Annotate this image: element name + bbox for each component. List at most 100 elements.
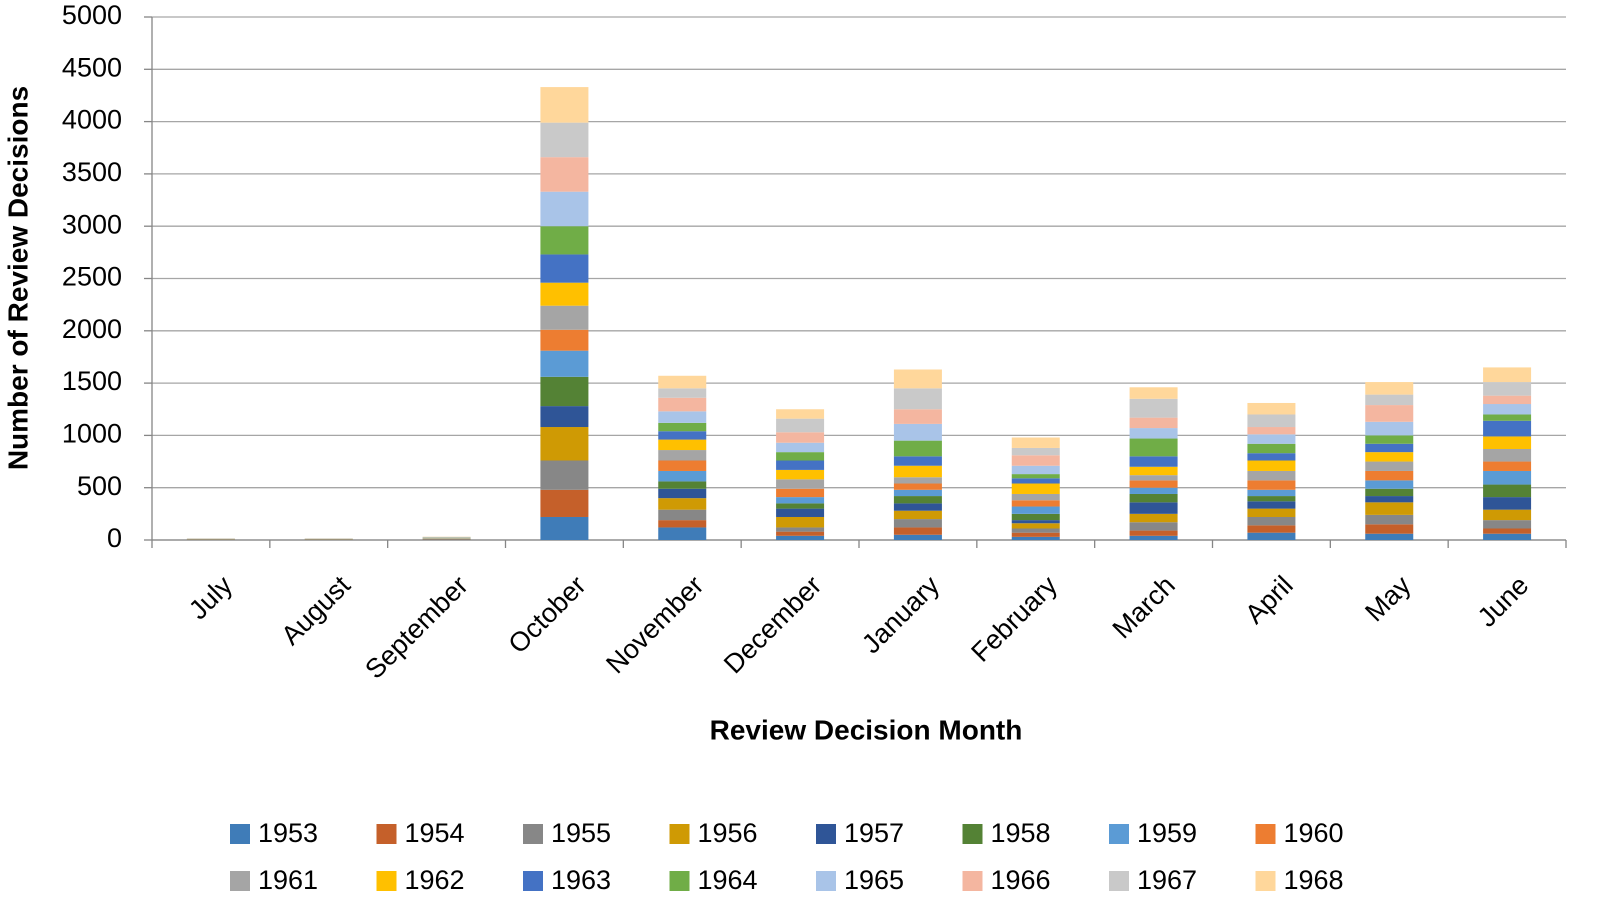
bar-segment [1011,520,1060,524]
bar-segment [540,254,589,283]
bar-segment [893,465,942,478]
bar-segment [1365,480,1414,489]
bar-segment [1011,500,1060,507]
bar-segment [658,488,707,499]
legend-label: 1966 [991,865,1051,895]
bar-segment [540,87,589,123]
bar-segment [1011,455,1060,466]
bar-segment [1129,522,1178,531]
bar-segment [893,510,942,520]
bar-segment [776,460,825,470]
bar-segment [540,460,589,490]
bar-segment [1247,489,1296,497]
legend-swatch [816,824,836,844]
bar-segment [658,411,707,423]
legend-label: 1955 [551,818,611,848]
bar-segment [1365,461,1414,471]
bar-segment [1129,530,1178,536]
bar-segment [658,397,707,412]
bar-segment [1365,533,1414,540]
bar-segment [1011,478,1060,484]
bar-segment [893,423,942,441]
x-tick-label: April [1239,570,1298,629]
legend-label: 1967 [1137,865,1197,895]
bar-segment [1011,483,1060,494]
bar-segment [893,519,942,528]
bar-segment [1365,394,1414,406]
bar-segment [1247,480,1296,490]
y-tick-label: 5000 [62,0,122,30]
bar-segment [1365,488,1414,497]
bar-segment [1365,421,1414,436]
bar-segment [1129,456,1178,467]
bar-segment [893,477,942,484]
legend-swatch [376,824,397,844]
legend-label: 1962 [405,865,465,895]
bar-segment [1011,506,1060,514]
legend-label: 1959 [1137,818,1197,848]
y-tick-label: 4500 [62,52,122,82]
bar-segment [1365,382,1414,395]
bar-segment [1365,524,1414,534]
x-tick-label: October [503,570,592,659]
bar-segment [658,439,707,451]
bar-segment [1365,452,1414,462]
bar-segment [540,489,589,517]
bar-segment [1483,382,1532,396]
bar-segment [776,488,825,498]
bar-segment [1247,501,1296,509]
bar-segment [1483,528,1532,534]
bar-segment [893,369,942,389]
bar-segment [1247,434,1296,444]
bar-segment [1129,398,1178,418]
legend-swatch [1109,824,1129,844]
bar-segment [776,497,825,504]
bar-segment [776,527,825,532]
bar-segment [776,469,825,480]
legend-label: 1954 [405,818,465,848]
bar-segment [893,496,942,504]
legend-swatch [230,824,250,844]
bar-segment [658,498,707,510]
bar-segment [1011,532,1060,537]
legend-swatch [962,824,983,844]
bar-segment [658,388,707,398]
x-axis-title: Review Decision Month [710,714,1023,745]
y-tick-label: 3000 [62,209,122,239]
bar-segment [776,503,825,509]
legend-label: 1956 [698,818,758,848]
bar-segment [658,520,707,528]
bar-segment [540,226,589,255]
bar-segment [893,489,942,497]
bar-segment [540,406,589,428]
bar-segment [1247,427,1296,435]
x-tick-label: December [718,570,827,679]
bar-segment [658,375,707,389]
bar-segment [1365,435,1414,444]
bar-segment [893,388,942,410]
bar-segment [776,516,825,528]
bar-segment [1483,420,1532,437]
bar-segment [893,527,942,535]
bar-segment [776,535,825,540]
bar-segment [1483,470,1532,485]
bar-segment [1365,405,1414,422]
bar-segment [1365,496,1414,503]
y-tick-label: 4000 [62,105,122,135]
bar-segment [893,440,942,457]
bar-segment [1247,516,1296,526]
legend-label: 1957 [844,818,904,848]
bar-segment [1011,465,1060,475]
bar-segment [776,531,825,536]
bar-segment [1011,523,1060,529]
bar-segment [1483,367,1532,383]
bar-segment [540,376,589,407]
bar-segment [1011,493,1060,501]
legend-label: 1968 [1284,865,1344,895]
bar-segment [658,470,707,482]
bar-segment [1483,404,1532,415]
y-tick-label: 2000 [62,314,122,344]
bar-segment [658,509,707,521]
legend-label: 1953 [258,818,318,848]
